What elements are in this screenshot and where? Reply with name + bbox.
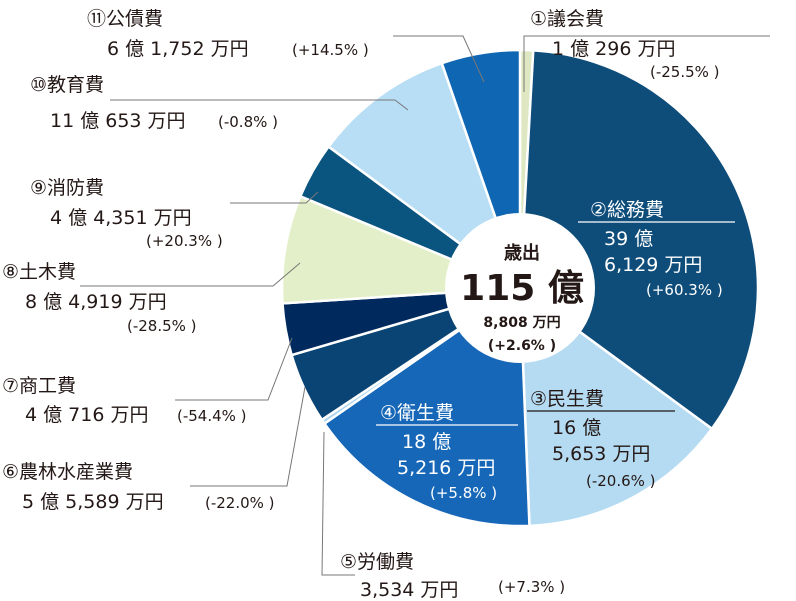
slice-4-name: ④衛生費 xyxy=(380,402,454,424)
center-sub: 8,808 万円 xyxy=(483,315,560,331)
label-slice-1: ①議会費 1 億 296 万円 (-25.5% ) xyxy=(530,8,720,81)
slice-10-amount: 11 億 653 万円 xyxy=(50,110,186,132)
label-slice-8: ⑧土木費 8 億 4,919 万円 (-28.5% ) xyxy=(2,261,197,335)
label-slice-10: ⑩教育費 11 億 653 万円 (-0.8% ) xyxy=(30,74,278,132)
slice-11-name: ⑪公債費 xyxy=(87,8,163,30)
center-label: 歳出 115 億 8,808 万円 (+2.6% ) xyxy=(460,242,584,354)
slice-9-name: ⑨消防費 xyxy=(30,177,104,199)
slice-10-change: (-0.8% ) xyxy=(218,113,278,131)
slice-3-change: (-20.6% ) xyxy=(586,472,656,490)
pie-slice-3 xyxy=(518,286,714,528)
slice-10-name: ⑩教育費 xyxy=(30,74,104,96)
slice-4-amount-man: 5,216 万円 xyxy=(397,457,495,479)
slice-1-change: (-25.5% ) xyxy=(650,63,720,81)
label-slice-2: ②総務費 39 億 6,129 万円 (+60.3% ) xyxy=(578,199,735,299)
center-change: (+2.6% ) xyxy=(488,338,556,354)
pie-slices xyxy=(280,48,760,528)
leader-line-6 xyxy=(190,386,306,487)
slice-2-change: (+60.3% ) xyxy=(646,281,723,299)
slice-9-change: (+20.3% ) xyxy=(146,232,223,250)
slice-11-amount: 6 億 1,752 万円 xyxy=(107,38,249,60)
slice-6-amount: 5 億 5,589 万円 xyxy=(22,491,164,513)
slice-5-name: ⑤労働費 xyxy=(340,551,414,573)
slice-3-name: ③民生費 xyxy=(530,388,604,410)
slice-3-amount-oku: 16 億 xyxy=(552,417,601,439)
leader-line-7 xyxy=(175,337,293,401)
pie-slice-2 xyxy=(518,49,760,431)
slice-7-change: (-54.4% ) xyxy=(177,407,247,425)
slice-8-amount: 8 億 4,919 万円 xyxy=(25,291,167,313)
leader-lines xyxy=(80,35,770,576)
label-slice-6: ⑥農林水産業費 5 億 5,589 万円 (-22.0% ) xyxy=(2,461,275,513)
slice-6-change: (-22.0% ) xyxy=(205,494,275,512)
slice-1-amount: 1 億 296 万円 xyxy=(552,38,675,60)
label-slice-11: ⑪公債費 6 億 1,752 万円 (+14.5% ) xyxy=(87,8,369,60)
slice-7-amount: 4 億 716 万円 xyxy=(25,404,148,426)
leader-line-8 xyxy=(80,262,301,287)
label-slice-4: ④衛生費 18 億 5,216 万円 (+5.8% ) xyxy=(376,402,518,502)
slice-6-name: ⑥農林水産業費 xyxy=(2,461,133,483)
slice-3-amount-man: 5,653 万円 xyxy=(552,443,650,465)
slice-2-name: ②総務費 xyxy=(590,199,664,221)
slice-4-change: (+5.8% ) xyxy=(430,484,497,502)
slice-5-change: (+7.3% ) xyxy=(498,578,565,596)
leader-line-1 xyxy=(523,35,770,92)
label-slice-3: ③民生費 16 億 5,653 万円 (-20.6% ) xyxy=(527,388,675,490)
slice-1-name: ①議会費 xyxy=(530,8,604,30)
label-slice-9: ⑨消防費 4 億 4,351 万円 (+20.3% ) xyxy=(30,177,223,250)
leader-line-9 xyxy=(230,191,319,204)
slice-2-amount-man: 6,129 万円 xyxy=(604,254,702,276)
pie-center-hole xyxy=(445,213,595,363)
label-slice-5: ⑤労働費 3,534 万円 (+7.3% ) xyxy=(340,551,565,601)
slice-8-name: ⑧土木費 xyxy=(2,261,76,283)
leader-line-11 xyxy=(393,35,485,83)
slice-11-change: (+14.5% ) xyxy=(292,41,369,59)
slice-7-name: ⑦商工費 xyxy=(2,375,76,397)
leader-line-10 xyxy=(110,99,409,111)
slice-8-change: (-28.5% ) xyxy=(127,317,197,335)
center-title: 歳出 xyxy=(504,242,540,264)
slice-4-amount-oku: 18 億 xyxy=(402,431,451,453)
label-slice-7: ⑦商工費 4 億 716 万円 (-54.4% ) xyxy=(2,375,247,426)
leader-line-5 xyxy=(321,431,355,576)
slice-2-amount-oku: 39 億 xyxy=(604,228,653,250)
slice-5-amount: 3,534 万円 xyxy=(360,579,458,601)
slice-9-amount: 4 億 4,351 万円 xyxy=(50,207,192,229)
center-total: 115 億 xyxy=(460,268,584,309)
